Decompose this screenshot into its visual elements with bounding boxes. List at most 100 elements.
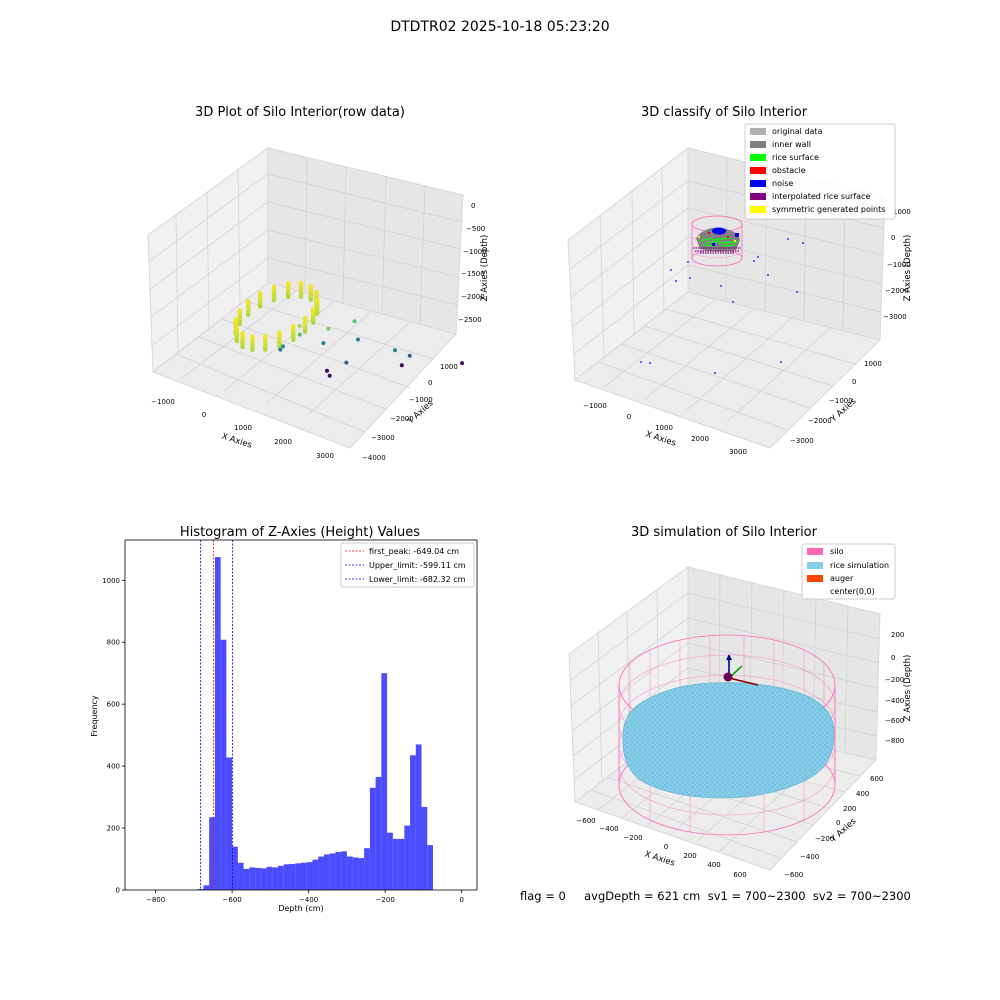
sim-legend-swatch [807,562,823,569]
hist-bar [364,848,370,890]
raw-y-tick: 1000 [440,363,458,371]
raw-data-point [327,373,332,378]
raw-cluster-point [314,289,319,295]
cls-x-label: X Axies [644,429,677,448]
raw-x-tick: 0 [202,411,206,419]
hist-bars [197,557,433,890]
hist-bar [295,863,301,890]
cls-z-tick: −1000 [887,261,911,269]
status-line: flag = 0 avgDepth = 621 cm sv1 = 700~230… [520,889,911,903]
cls-x-tick: 0 [627,413,631,421]
sim-z-tick: 0 [891,654,895,662]
raw-data-point [321,341,326,346]
sim-y-tick: 0 [836,819,840,827]
raw-cluster-point [315,297,320,303]
hist-x-tick-label: −800 [146,896,165,904]
sim-y-tick: 400 [856,790,869,798]
raw-cluster-point [258,290,263,296]
panel-simulation: 3D simulation of Silo Interior [568,525,913,879]
cls-legend-label: obstacle [772,166,806,175]
cls-far-noise [640,238,804,374]
sim-z-label: Z Axies (Depth) [903,655,913,722]
hist-bar [203,885,210,890]
hist-reference-lines [200,540,233,890]
raw-y-tick: 0 [428,379,432,387]
panel-raw-data: 3D Plot of Silo Interior(row data) −1000… [147,105,490,462]
raw-z-tick: 0 [471,202,475,210]
sim-legend-label: rice simulation [830,561,889,570]
raw-cluster-point [263,333,268,339]
sim-center-marker [723,672,733,682]
hist-bar [352,857,359,890]
cls-y-tick: 1000 [864,360,882,368]
sim-legend-swatch [807,548,823,555]
raw-data-point [325,368,329,373]
raw-cluster-point [302,315,308,321]
raw-data-point [297,323,302,328]
cls-x-tick: 3000 [729,448,747,456]
hist-bar [318,856,324,890]
raw-data-point [407,353,412,358]
cls-noise-points [712,227,739,246]
hist-bar [266,866,273,890]
sim-axis-x-arrow [728,677,759,686]
cls-legend-label: symmetric generated points [772,205,885,214]
hist-bar [312,859,319,890]
hist-bar [260,868,267,890]
hist-bar [214,557,221,890]
hist-y-tick-label: 1000 [102,577,120,585]
raw-y-tick: −4000 [362,454,386,462]
hist-bar [232,846,238,890]
raw-data-point [356,337,360,342]
sim-y-tick: −600 [784,871,803,879]
hist-bar [306,862,313,890]
raw-data-point [326,326,331,331]
cls-y-tick: 0 [852,378,856,386]
raw-cluster-point [237,308,242,313]
hist-bar [243,868,250,890]
hist-bar [369,787,376,890]
cls-x-tick: −1000 [583,402,607,410]
raw-cluster-point [286,281,291,286]
hist-bar [209,817,215,890]
hist-bar [421,806,428,890]
hist-bar [220,639,227,890]
hist-bar [255,868,261,890]
sim-axis-z-head [726,654,732,660]
raw-x-tick: −1000 [151,398,175,406]
hist-bar [346,856,353,890]
sim-z-tick: 200 [891,631,904,639]
raw-cluster-point [250,334,255,339]
cls-legend-swatch [750,180,766,187]
cls-legend-label: rice surface [772,153,819,162]
hist-x-tick-label: −600 [223,896,242,904]
cls-y-tick: −2000 [808,417,832,425]
hist-bar [329,853,336,890]
hist-bar [323,854,330,890]
sim-y-label: Y Axies [828,816,859,845]
hist-y-ticks: 0 200 400 600 800 1000 [102,577,125,895]
hist-y-tick-label: 400 [107,763,120,771]
hist-plot-frame [124,539,478,891]
raw-cluster-point [291,324,296,329]
hist-bar [341,851,347,890]
hist-bar [415,744,422,890]
cls-legend-label: interpolated rice surface [772,192,870,201]
sim-z-tick: −600 [885,717,904,725]
sim-z-tick: −400 [885,697,904,705]
raw-y-tick: −1000 [409,396,433,404]
raw-y-tick: −3000 [371,434,395,442]
cls-x-tick: 2000 [691,435,709,443]
raw-x-tick: 2000 [274,438,292,446]
hist-bar [301,862,307,890]
sim-legend-label: auger [830,574,854,583]
sim-x-label: X Axies [643,849,676,868]
sim-auger-axes [723,654,759,686]
cls-z-tick: 0 [891,234,895,242]
raw-data-point [281,344,285,349]
sim-x-tick: −400 [599,825,618,833]
hist-x-ticks: −800 −600 −400 −200 0 [146,890,464,904]
hist-legend-frame [340,542,475,588]
panel-classify: 3D classify of Silo Interior −1000 0 100… [567,105,913,456]
raw-scattered-points [278,319,465,378]
